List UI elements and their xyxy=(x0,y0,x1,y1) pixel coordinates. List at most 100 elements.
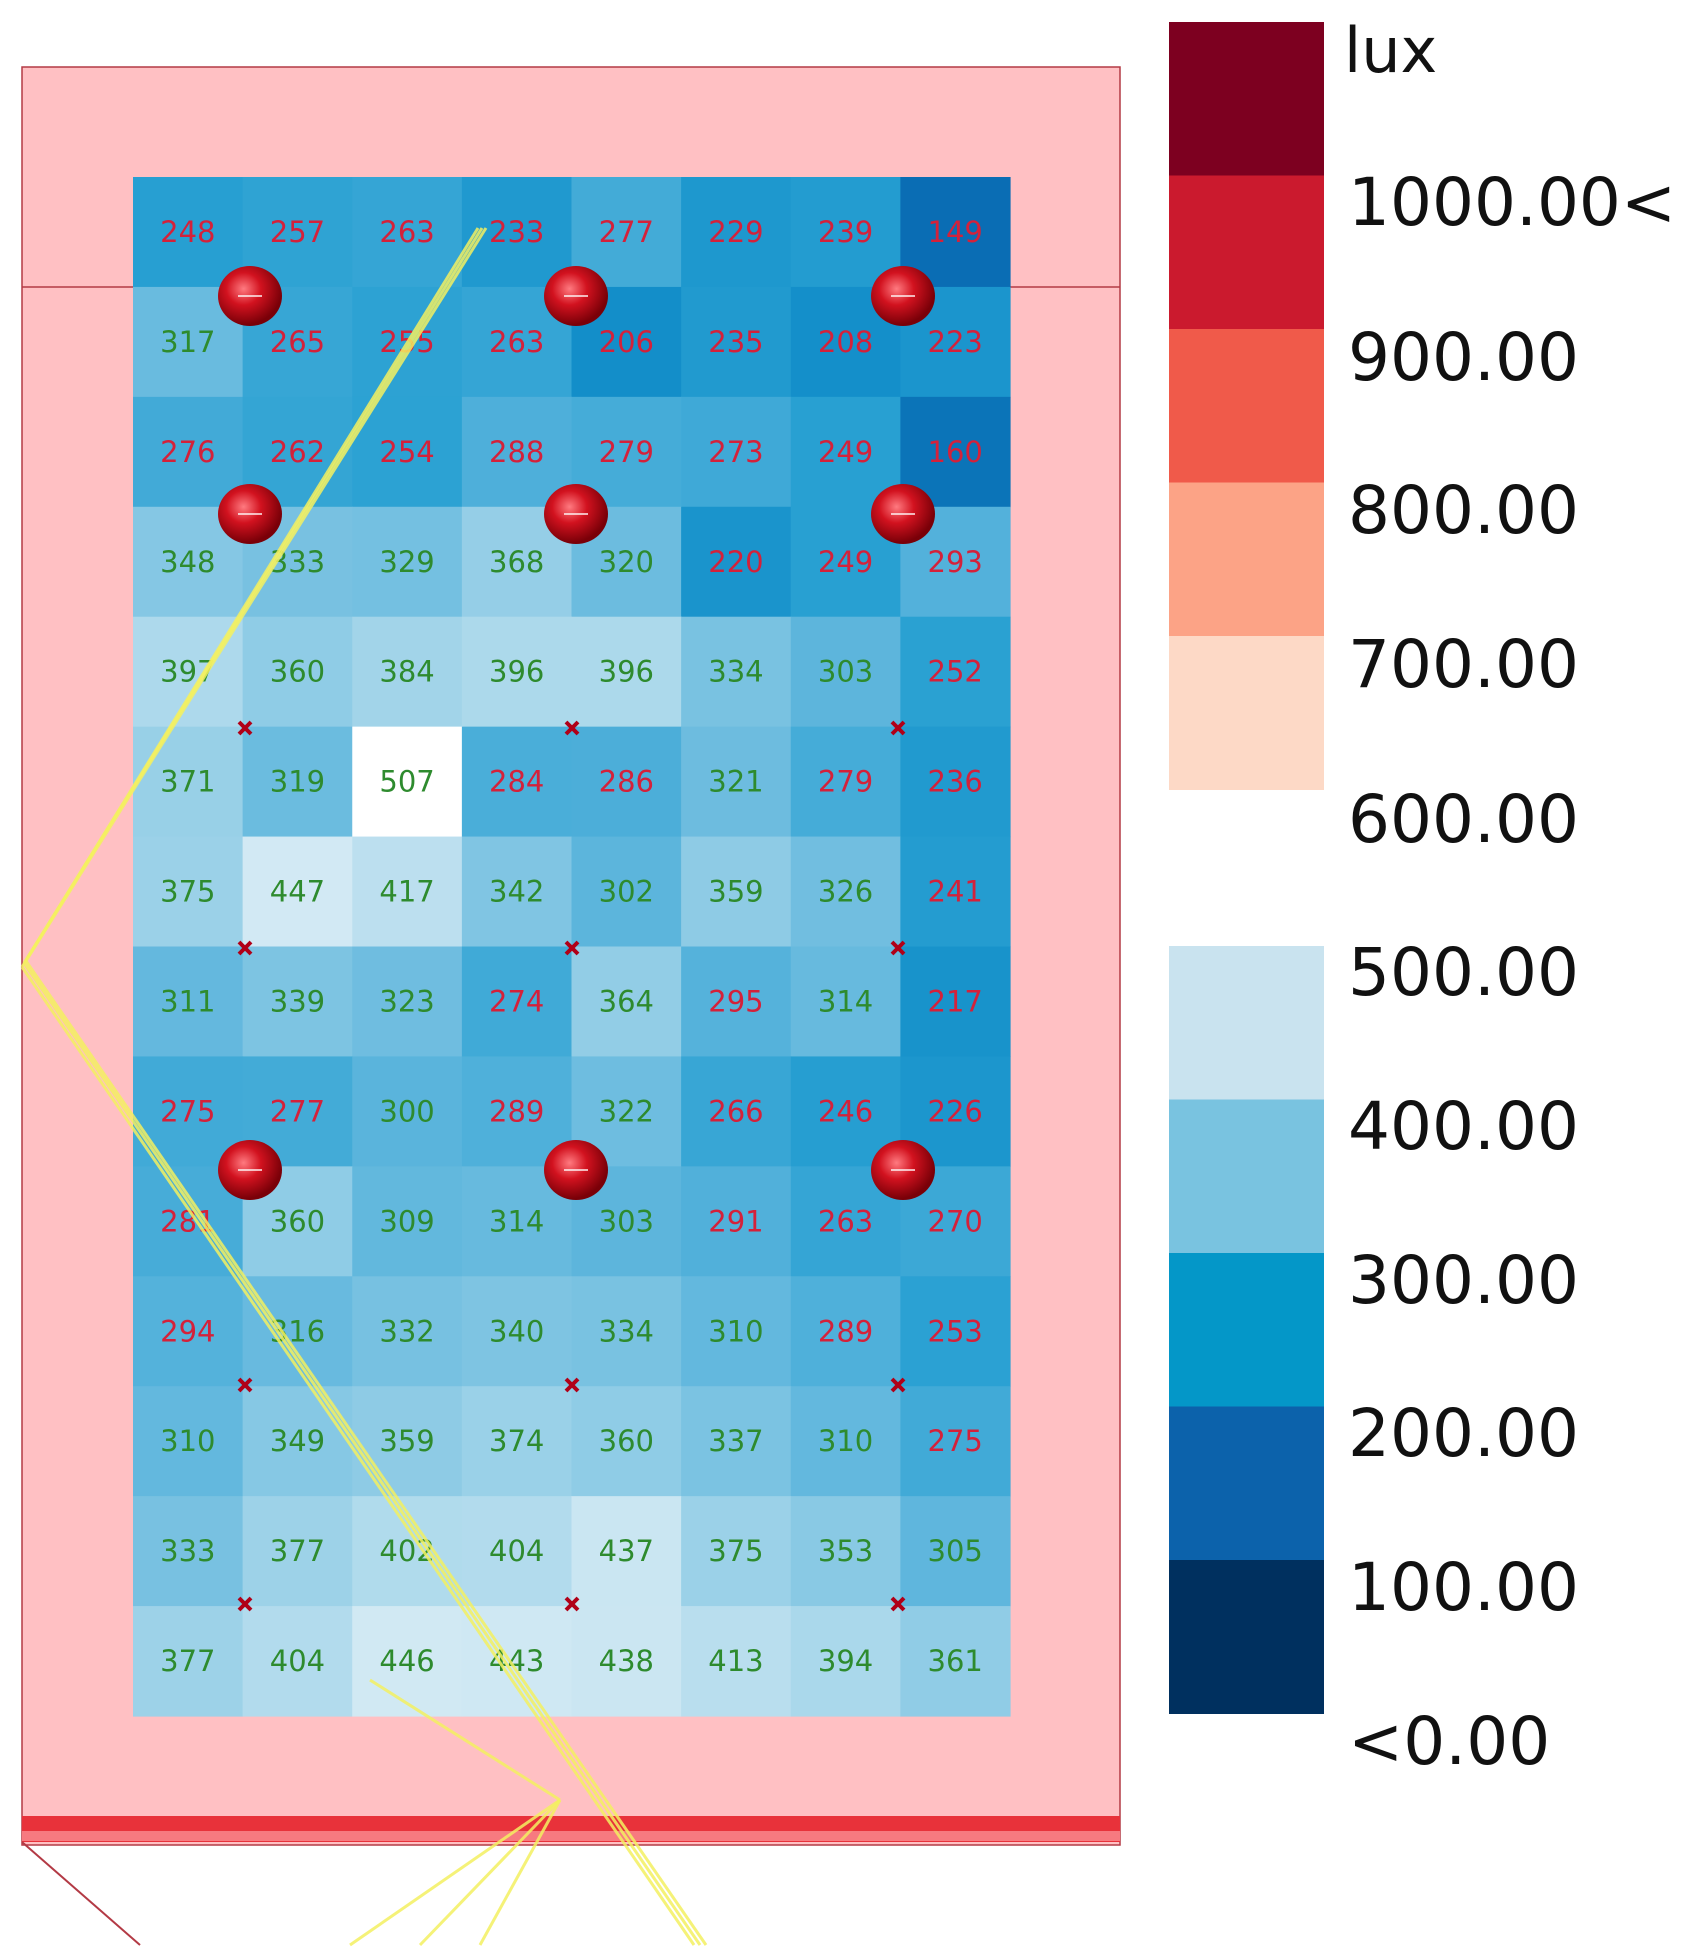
legend-tick-label: 200.00 xyxy=(1348,1395,1579,1472)
marker-stroke xyxy=(564,1596,580,1612)
cell-value-label: 239 xyxy=(818,215,873,249)
cell-value-label: 286 xyxy=(599,765,654,799)
marker-x-icon xyxy=(890,720,906,736)
heatmap-cell xyxy=(681,616,792,728)
cell-value-label: 266 xyxy=(708,1094,763,1128)
light-ray xyxy=(369,1678,561,1802)
heatmap-cell xyxy=(352,946,463,1058)
marker-x-icon xyxy=(237,1377,253,1393)
legend-labels: 1000.00< 900.00 800.00 700.00 600.00 500.00 40… xyxy=(1348,164,1676,1780)
heatmap-cell xyxy=(461,946,573,1058)
cell-value-label: 353 xyxy=(818,1534,873,1568)
legend-tick-label: 700.00 xyxy=(1348,626,1579,703)
heatmap-cell xyxy=(352,506,463,618)
marker-x-icon xyxy=(237,940,253,956)
cell-value-label: 206 xyxy=(599,325,654,359)
cell-value-label: 360 xyxy=(599,1424,654,1458)
cell-value-label: 257 xyxy=(270,215,325,249)
cell-value-label: 339 xyxy=(270,984,325,1018)
cell-value-label: 342 xyxy=(489,875,544,909)
cell-value-label: 349 xyxy=(270,1424,325,1458)
legend-swatch xyxy=(1169,1560,1324,1714)
heatmap-cell xyxy=(790,726,901,838)
legend-swatch xyxy=(1169,1099,1324,1254)
heatmap-cell xyxy=(900,1386,1011,1497)
heatmap-cell xyxy=(681,946,792,1058)
marker-stroke xyxy=(237,1377,253,1393)
cell-value-label: 277 xyxy=(599,215,654,249)
cell-value-label: 275 xyxy=(160,1094,215,1128)
cell-value-label: 263 xyxy=(489,325,544,359)
heatmap-cell xyxy=(461,1496,573,1607)
heatmap-cell xyxy=(461,616,573,728)
heatmap-cell xyxy=(352,616,463,728)
heatmap-cell xyxy=(133,1276,244,1387)
legend-title: lux xyxy=(1344,14,1437,87)
marker-x-icon xyxy=(890,1596,906,1612)
cell-value-label: 323 xyxy=(379,984,434,1018)
heatmap-cell xyxy=(790,1276,901,1387)
heatmap-cell xyxy=(352,1386,463,1497)
legend-tick-label: 100.00 xyxy=(1348,1549,1579,1626)
cell-value-label: 289 xyxy=(818,1314,873,1348)
cell-value-label: 300 xyxy=(379,1094,434,1128)
legend-tick-label: 900.00 xyxy=(1348,319,1579,396)
cell-value-label: 394 xyxy=(818,1644,873,1678)
legend-swatch xyxy=(1169,946,1324,1100)
cell-value-label: 396 xyxy=(599,655,654,689)
marker-x-icon xyxy=(237,1596,253,1612)
heatmap-cell xyxy=(571,1386,682,1497)
cell-value-label: 248 xyxy=(160,215,215,249)
heatmap-cell xyxy=(681,1496,792,1607)
heatmap-cell xyxy=(242,616,353,728)
legend-swatch xyxy=(1169,1253,1324,1407)
cell-value-label: 254 xyxy=(379,435,434,469)
cell-value-label: 305 xyxy=(928,1534,983,1568)
cell-value-label: 309 xyxy=(379,1204,434,1238)
cell-value-label: 293 xyxy=(928,545,983,579)
cell-value-label: 321 xyxy=(708,765,763,799)
cell-value-label: 361 xyxy=(928,1644,983,1678)
marker-x-icon xyxy=(890,940,906,956)
marker-x-icon xyxy=(564,720,580,736)
heatmap-cell xyxy=(681,1276,792,1387)
cell-value-label: 208 xyxy=(818,325,873,359)
legend-swatch xyxy=(1169,636,1324,790)
cell-value-label: 284 xyxy=(489,765,544,799)
cell-value-label: 340 xyxy=(489,1314,544,1348)
cell-value-label: 360 xyxy=(270,1204,325,1238)
cell-value-label: 236 xyxy=(928,765,983,799)
heatmap-cell xyxy=(790,946,901,1058)
heatmap-cell xyxy=(681,286,792,398)
marker-stroke xyxy=(890,720,906,736)
light-ray xyxy=(418,1798,562,1947)
light-ray xyxy=(24,960,708,1946)
cell-value-label: 317 xyxy=(160,325,215,359)
cell-value-label: 274 xyxy=(489,984,544,1018)
heatmap-cell xyxy=(352,1276,463,1387)
legend-swatch xyxy=(1169,1406,1324,1561)
cell-value-label: 277 xyxy=(270,1094,325,1128)
cell-value-label: 322 xyxy=(599,1094,654,1128)
cell-value-label: 314 xyxy=(818,984,873,1018)
luminaires xyxy=(218,266,935,1200)
luminaire-icon xyxy=(218,266,282,326)
cell-value-label: 314 xyxy=(489,1204,544,1238)
cell-value-label: 270 xyxy=(928,1204,983,1238)
marker-stroke xyxy=(890,1377,906,1393)
cell-value-label: 374 xyxy=(489,1424,544,1458)
cell-value-label: 384 xyxy=(379,655,434,689)
heatmap-cell xyxy=(352,1606,463,1717)
legend-swatches xyxy=(1169,22,1324,1714)
marker-x-icon xyxy=(564,1596,580,1612)
cell-value-label: 303 xyxy=(818,655,873,689)
heatmap-cell xyxy=(133,177,244,288)
cell-value-label: 276 xyxy=(160,435,215,469)
legend-tick-label: 600.00 xyxy=(1348,781,1579,858)
cell-value-label: 377 xyxy=(270,1534,325,1568)
light-rays xyxy=(20,227,708,1947)
cell-value-label: 368 xyxy=(489,545,544,579)
cell-value-label: 149 xyxy=(928,215,983,249)
cell-value-label: 233 xyxy=(489,215,544,249)
